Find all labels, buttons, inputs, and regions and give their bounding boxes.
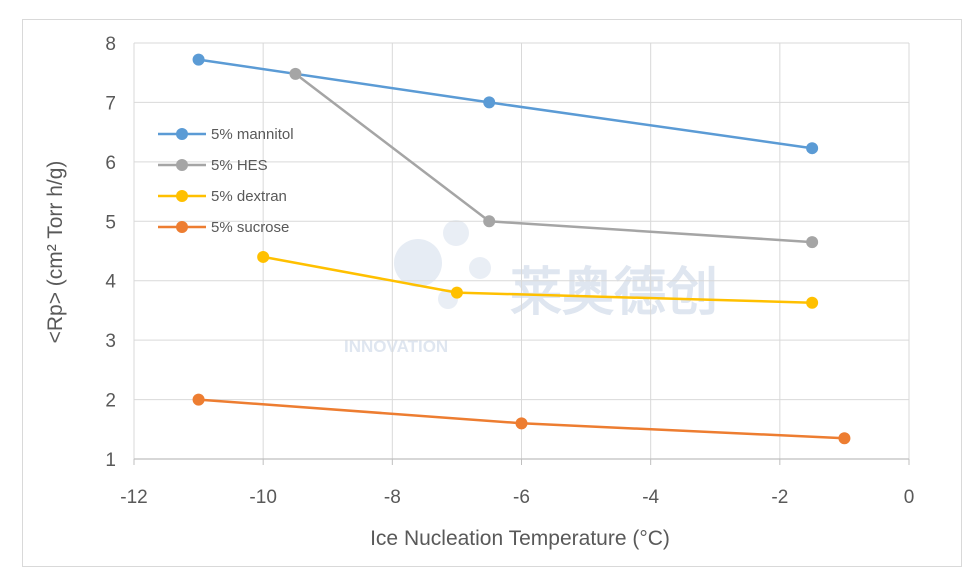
watermark-molecule-large bbox=[394, 239, 442, 287]
series-line bbox=[294, 72, 813, 244]
data-point bbox=[806, 142, 819, 155]
x-tick-label: -2 bbox=[771, 487, 788, 508]
y-axis-title: <Rp> (cm² Torr h/g) bbox=[44, 161, 67, 344]
grid bbox=[133, 42, 910, 465]
tick-labels: 1 2 3 4 5 6 7 8 -12 -10 -8 -6 -4 -2 0 bbox=[105, 34, 914, 508]
legend-marker bbox=[176, 128, 188, 140]
legend-label: 5% mannitol bbox=[211, 126, 294, 143]
legend: 5% mannitol 5% HES 5% dextran 5% sucrose bbox=[158, 126, 294, 236]
legend-marker bbox=[176, 221, 188, 233]
x-axis-title: Ice Nucleation Temperature (°C) bbox=[370, 527, 670, 550]
data-point bbox=[483, 96, 496, 109]
legend-label: 5% dextran bbox=[211, 188, 287, 205]
y-tick-label: 2 bbox=[105, 391, 116, 412]
y-tick-label: 1 bbox=[105, 450, 116, 471]
data-point bbox=[806, 296, 819, 309]
x-tick-label: -12 bbox=[120, 487, 147, 508]
data-point bbox=[806, 236, 819, 249]
x-tick-label: -6 bbox=[513, 487, 530, 508]
watermark-latin: INNOVATION bbox=[344, 337, 448, 356]
data-point bbox=[192, 53, 205, 66]
y-tick-label: 6 bbox=[105, 153, 116, 174]
legend-marker bbox=[176, 159, 188, 171]
legend-label: 5% sucrose bbox=[211, 219, 289, 236]
data-point bbox=[838, 432, 851, 445]
legend-marker bbox=[176, 190, 188, 202]
series-layer bbox=[192, 53, 851, 445]
data-point bbox=[257, 250, 270, 263]
x-tick-label: -10 bbox=[249, 487, 276, 508]
legend-label: 5% HES bbox=[211, 157, 268, 174]
data-point bbox=[515, 417, 528, 430]
data-point bbox=[289, 67, 302, 80]
y-tick-label: 7 bbox=[105, 93, 116, 114]
data-point bbox=[483, 215, 496, 228]
x-tick-label: -8 bbox=[384, 487, 401, 508]
y-tick-label: 4 bbox=[105, 272, 116, 293]
watermark: INNOVATION 莱奥德创 bbox=[344, 220, 718, 356]
data-point bbox=[192, 393, 205, 406]
y-tick-label: 5 bbox=[105, 212, 116, 233]
watermark-molecule-top bbox=[443, 220, 469, 246]
x-tick-label: -4 bbox=[642, 487, 659, 508]
watermark-molecule-right bbox=[469, 257, 491, 279]
data-point bbox=[450, 286, 463, 299]
y-tick-label: 8 bbox=[105, 34, 116, 55]
watermark-chinese: 莱奥德创 bbox=[510, 264, 718, 322]
y-tick-label: 3 bbox=[105, 331, 116, 352]
x-tick-label: 0 bbox=[904, 487, 915, 508]
